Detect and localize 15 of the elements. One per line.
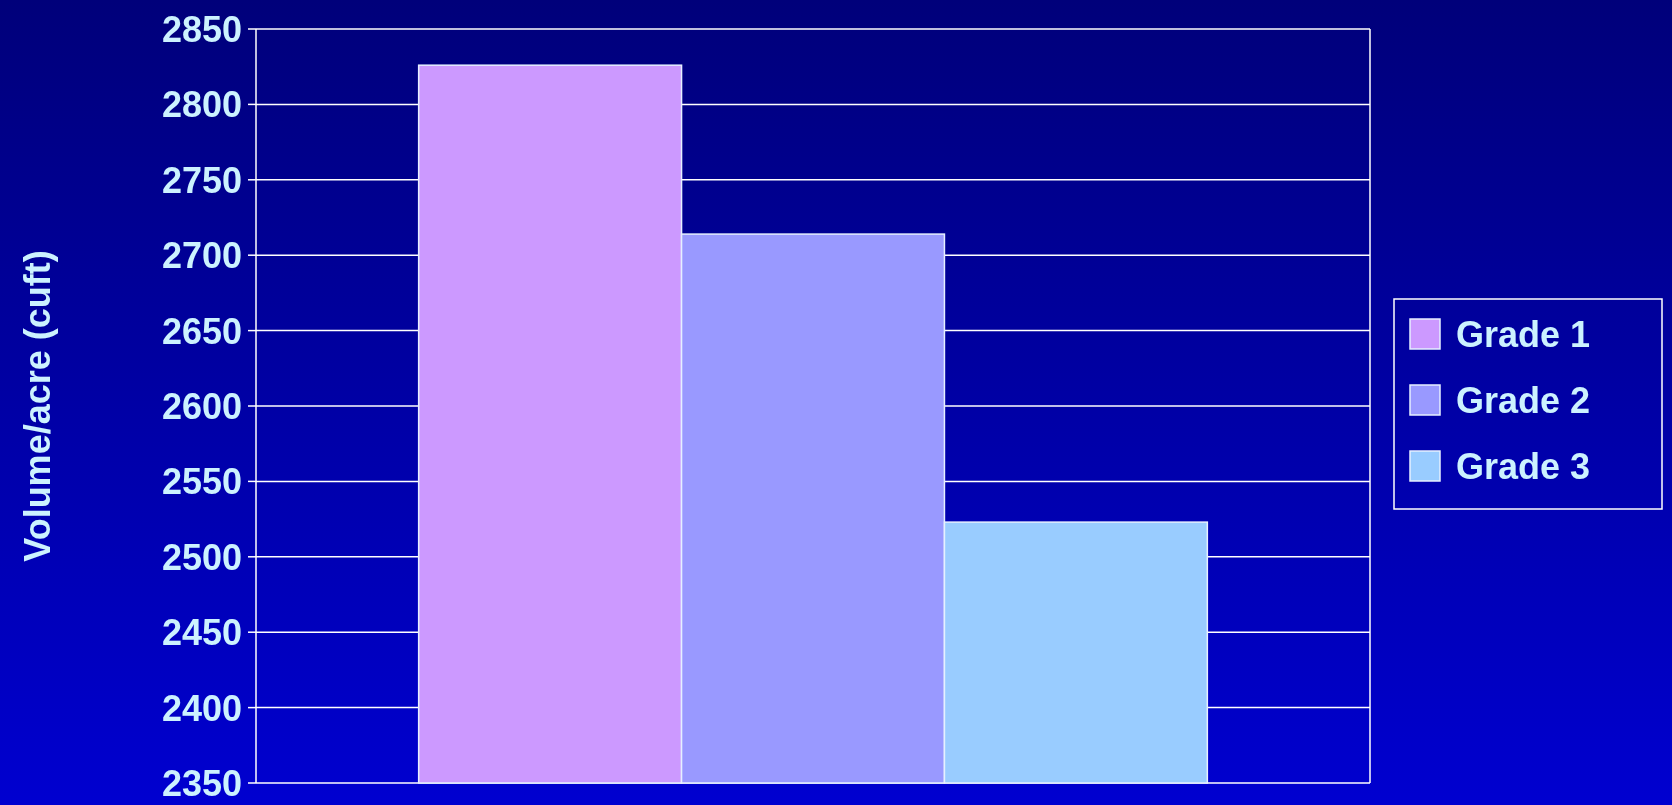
legend-label: Grade 2 (1456, 379, 1591, 421)
legend-label: Grade 1 (1456, 313, 1591, 355)
y-tick-label: 2500 (161, 536, 242, 578)
y-axis-title: Volume/acre (cuft) (17, 250, 58, 562)
y-tick-label: 2850 (161, 8, 242, 50)
legend-label: Grade 3 (1456, 445, 1591, 487)
y-tick-label: 2450 (161, 612, 242, 654)
y-tick-label: 2650 (161, 310, 242, 352)
y-tick-label: 2400 (161, 687, 242, 729)
y-tick-label: 2800 (161, 84, 242, 126)
y-tick-label: 2700 (161, 235, 242, 277)
y-tick-label: 2600 (161, 385, 242, 427)
y-tick-label: 2750 (161, 159, 242, 201)
y-tick-label: 2550 (161, 461, 242, 503)
y-tick-label: 2350 (161, 762, 242, 804)
